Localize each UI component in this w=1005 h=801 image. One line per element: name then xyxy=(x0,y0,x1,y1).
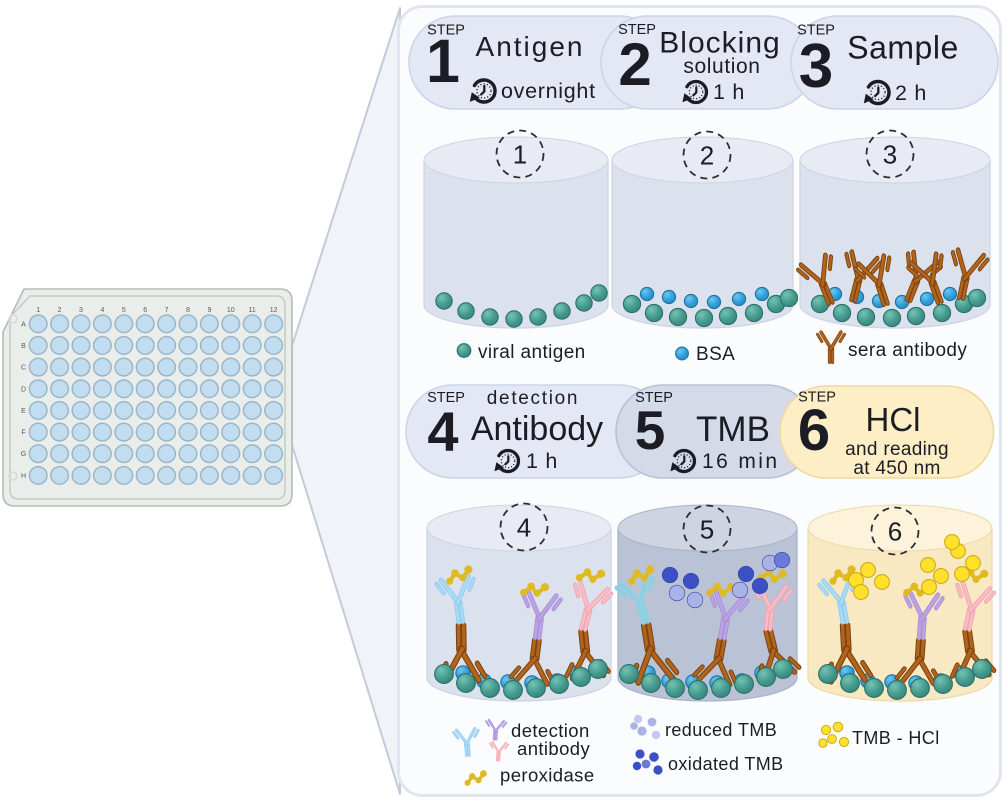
svg-text:4: 4 xyxy=(100,307,104,314)
svg-text:4: 4 xyxy=(427,400,458,463)
svg-text:3: 3 xyxy=(883,140,897,170)
svg-text:C: C xyxy=(21,365,26,372)
svg-text:F: F xyxy=(21,430,25,437)
svg-text:2: 2 xyxy=(700,141,714,171)
svg-text:9: 9 xyxy=(207,307,211,314)
svg-text:3: 3 xyxy=(79,307,83,314)
svg-text:3: 3 xyxy=(799,32,833,101)
svg-text:1: 1 xyxy=(426,27,460,95)
svg-text:1: 1 xyxy=(36,307,40,314)
svg-text:STEP: STEP xyxy=(797,23,835,39)
svg-text:2: 2 xyxy=(618,31,651,98)
svg-text:BSA: BSA xyxy=(696,344,735,365)
svg-text:STEP: STEP xyxy=(427,23,465,39)
svg-text:at 450 nm: at 450 nm xyxy=(853,458,940,479)
svg-text:sera antibody: sera antibody xyxy=(848,340,967,361)
svg-text:2: 2 xyxy=(58,307,62,314)
svg-text:2 h: 2 h xyxy=(895,81,927,105)
svg-text:Antigen: Antigen xyxy=(476,31,585,62)
svg-text:5: 5 xyxy=(635,399,666,461)
svg-text:detection: detection xyxy=(487,388,579,409)
svg-text:5: 5 xyxy=(700,515,714,545)
svg-text:Antibody: Antibody xyxy=(471,410,603,448)
svg-text:4: 4 xyxy=(517,513,531,543)
svg-text:viral antigen: viral antigen xyxy=(478,342,586,363)
svg-text:antibody: antibody xyxy=(517,738,590,759)
svg-text:HCl: HCl xyxy=(866,401,921,438)
svg-text:A: A xyxy=(21,321,26,328)
svg-text:6: 6 xyxy=(798,398,830,463)
svg-text:D: D xyxy=(21,386,26,393)
svg-text:16 min: 16 min xyxy=(702,450,779,473)
svg-text:STEP: STEP xyxy=(618,22,656,38)
svg-text:Sample: Sample xyxy=(847,30,959,66)
svg-text:Blocking: Blocking xyxy=(659,27,780,60)
svg-text:12: 12 xyxy=(270,307,278,314)
svg-text:8: 8 xyxy=(186,307,190,314)
svg-text:11: 11 xyxy=(249,307,256,314)
svg-text:6: 6 xyxy=(143,307,147,314)
svg-text:overnight: overnight xyxy=(501,79,596,103)
svg-text:7: 7 xyxy=(165,307,169,314)
svg-text:H: H xyxy=(21,473,26,480)
svg-text:peroxidase: peroxidase xyxy=(500,765,595,786)
svg-text:detection: detection xyxy=(511,720,590,741)
svg-text:G: G xyxy=(21,451,26,458)
svg-text:TMB: TMB xyxy=(696,410,770,449)
svg-text:and reading: and reading xyxy=(845,439,949,460)
svg-text:STEP: STEP xyxy=(635,390,673,406)
svg-text:1 h: 1 h xyxy=(713,80,745,104)
svg-text:TMB - HCl: TMB - HCl xyxy=(852,728,940,748)
svg-text:6: 6 xyxy=(888,517,902,547)
svg-text:STEP: STEP xyxy=(798,390,836,406)
svg-text:STEP: STEP xyxy=(427,390,465,406)
svg-text:oxidated TMB: oxidated TMB xyxy=(668,754,784,774)
svg-text:E: E xyxy=(21,408,26,415)
svg-text:B: B xyxy=(21,343,26,350)
svg-text:5: 5 xyxy=(122,307,126,314)
svg-text:1 h: 1 h xyxy=(526,449,558,473)
svg-text:reduced TMB: reduced TMB xyxy=(665,720,777,740)
svg-text:1: 1 xyxy=(513,140,527,170)
svg-text:solution: solution xyxy=(683,55,760,78)
svg-text:10: 10 xyxy=(227,307,235,314)
